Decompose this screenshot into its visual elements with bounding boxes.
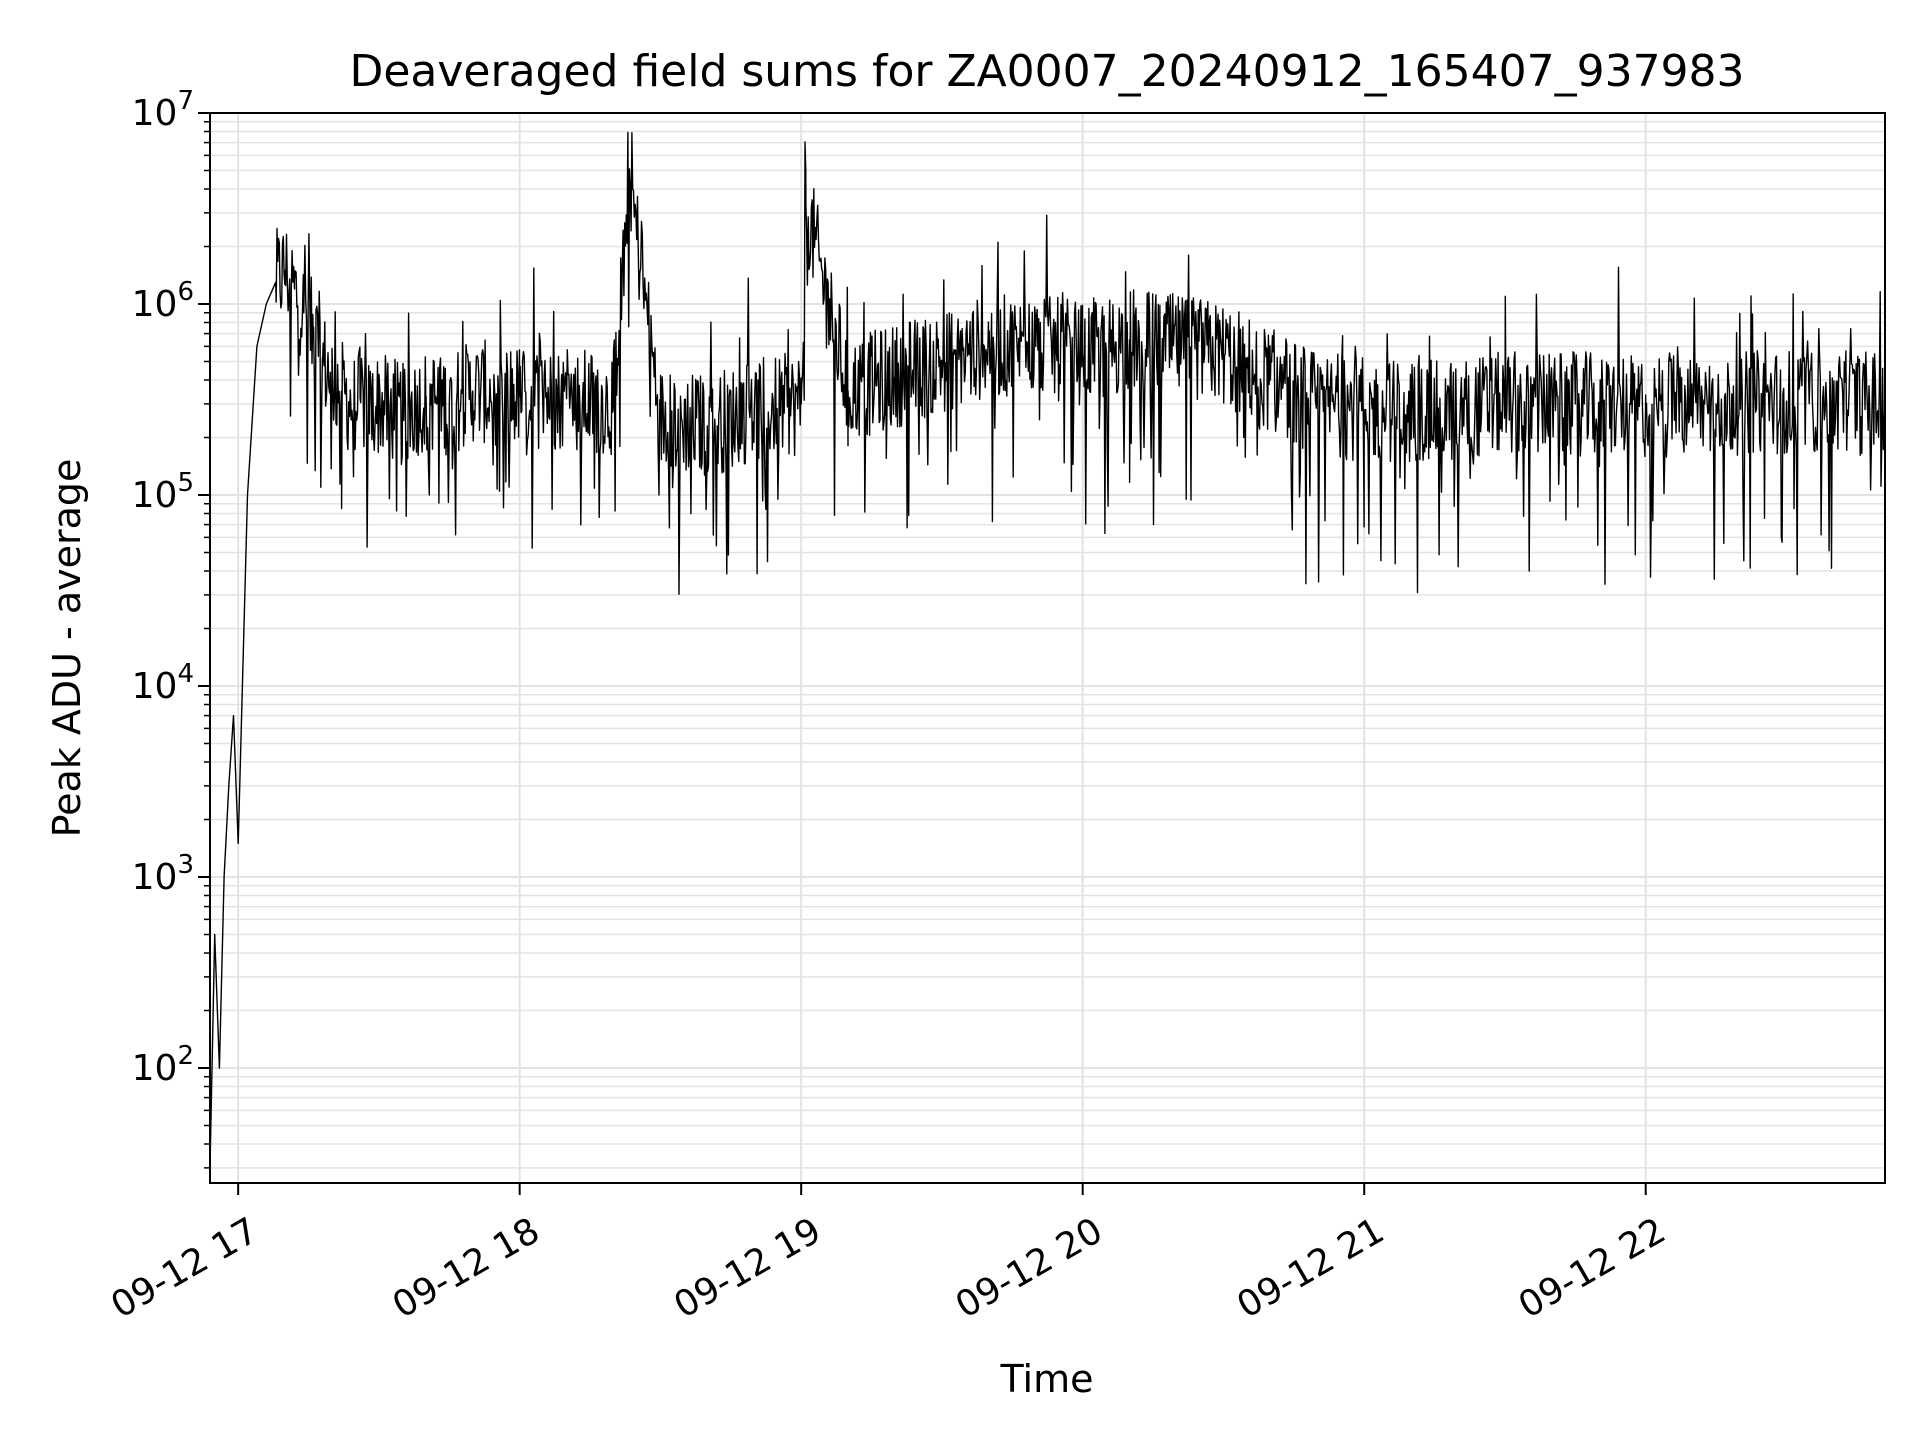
series-line bbox=[209, 131, 1886, 1168]
y-tick-label: 107 bbox=[132, 86, 194, 134]
y-axis: 102 103 104 105 106 107 bbox=[132, 86, 210, 1169]
plot-frame bbox=[209, 112, 1886, 1184]
y-tick-label: 104 bbox=[132, 659, 194, 707]
y-tick-label: 102 bbox=[132, 1041, 194, 1089]
y-tick-label: 106 bbox=[132, 277, 194, 325]
y-axis-label: Peak ADU - average bbox=[45, 459, 89, 838]
data-series bbox=[209, 131, 1886, 1168]
y-tick-label: 105 bbox=[132, 468, 194, 516]
chart-title: Deaveraged field sums for ZA0007_2024091… bbox=[349, 46, 1744, 97]
y-tick-label: 103 bbox=[132, 850, 194, 898]
x-axis-label: Time bbox=[1000, 1357, 1094, 1401]
